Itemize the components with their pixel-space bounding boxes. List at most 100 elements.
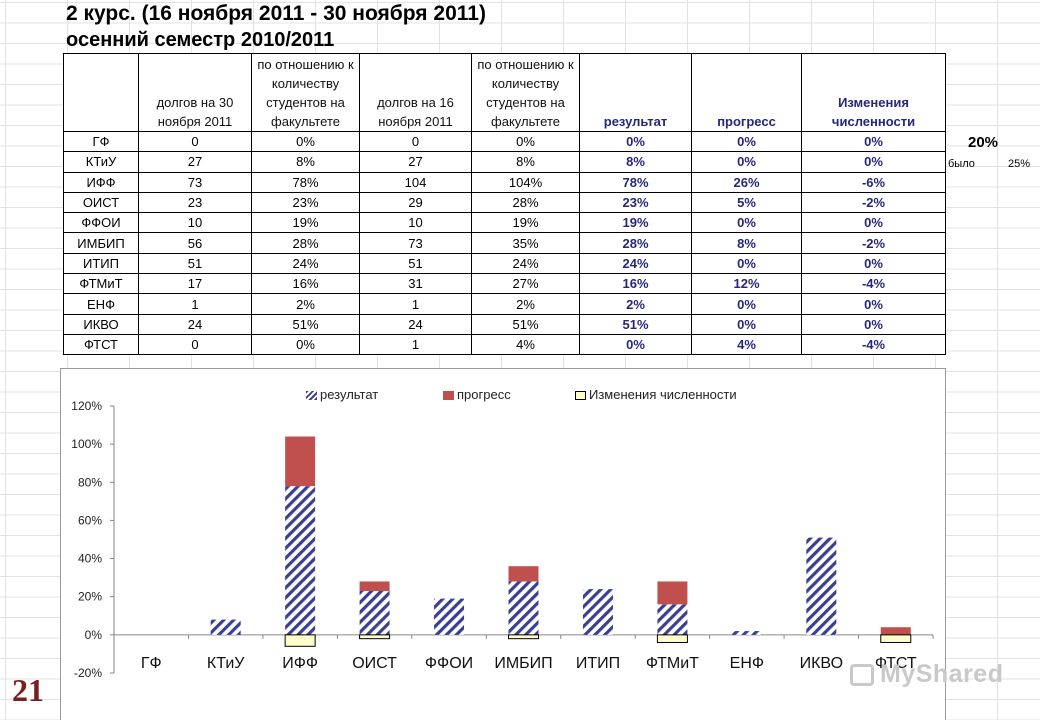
bar-progress <box>657 581 688 605</box>
table-cell: 24 <box>359 313 472 335</box>
table-header-row: долгов на 30 ноября 2011 по отношению к … <box>63 53 946 132</box>
legend-result-label: результат <box>320 387 379 402</box>
table-cell: 24 <box>138 313 252 335</box>
legend-progress: прогресс <box>443 387 511 402</box>
table-cell: 23% <box>579 191 692 214</box>
y-tick-label: 120% <box>71 399 102 413</box>
bar-result <box>508 581 539 635</box>
y-tick-label: 20% <box>78 590 102 604</box>
bar-progress <box>285 436 316 487</box>
side-percent: 20% <box>968 134 999 151</box>
legend-change: Изменения численности <box>575 387 737 402</box>
table-cell: 19% <box>471 212 580 234</box>
table-cell: 35% <box>471 232 580 254</box>
table-cell: 0% <box>691 313 802 335</box>
table-row: ГФ 0 0% 0 0% 0% 0% 0% <box>63 130 946 153</box>
col-header: долгов на 30 ноября 2011 <box>138 53 252 132</box>
col-header: Изменения численности <box>801 53 946 132</box>
watermark-text: MyShared <box>880 660 1004 688</box>
legend-change-label: Изменения численности <box>589 387 737 402</box>
bar-change <box>359 634 391 640</box>
table-cell: 2% <box>251 293 360 315</box>
col-header: долгов на 16 ноября 2011 <box>359 53 472 132</box>
x-category-label: ФТМиТ <box>646 655 699 672</box>
table-body: ГФ 0 0% 0 0% 0% 0% 0% КТиУ 27 8% 27 8% 8% 0% 0% ИФФ 73 78%… <box>63 130 946 356</box>
x-category-label: ИКВО <box>800 655 843 672</box>
page-title: 2 курс. (16 ноября 2011 - 30 ноября 2011… <box>66 2 486 25</box>
legend-progress-label: прогресс <box>457 387 511 402</box>
table-row: ИТИП 51 24% 51 24% 24% 0% 0% <box>63 252 946 275</box>
watermark: MyShared <box>850 660 1003 689</box>
chart-area <box>60 368 946 720</box>
table-cell: 8% <box>251 151 360 173</box>
table-row: ФТСТ 0 0% 1 4% 0% 4% -4% <box>63 333 946 356</box>
faculty-name-cell: ИМБИП <box>63 232 139 254</box>
faculty-name-cell: ИТИП <box>63 252 139 275</box>
table-row: КТиУ 27 8% 27 8% 8% 0% 0% <box>63 151 946 173</box>
col-header: результат <box>579 53 692 132</box>
table-cell: 0% <box>801 313 946 335</box>
table-cell: 0% <box>251 130 360 153</box>
table-cell: 17 <box>138 273 252 295</box>
table-cell: 24% <box>251 252 360 275</box>
bar-change <box>656 634 688 643</box>
bar-result <box>210 619 241 635</box>
watermark-icon <box>850 664 874 687</box>
table-cell: 28% <box>251 232 360 254</box>
bar-result <box>731 631 762 635</box>
y-tick-label: 40% <box>78 552 102 566</box>
x-category-label: ОИСТ <box>352 655 397 672</box>
x-category-label: ИФФ <box>282 655 318 672</box>
page-subtitle: осенний семестр 2010/2011 <box>66 29 335 51</box>
y-tick-label: 100% <box>71 437 102 451</box>
faculty-name-cell: ОИСТ <box>63 191 139 214</box>
side-label: было <box>948 158 975 170</box>
col-header: прогресс <box>691 53 802 132</box>
faculty-name-cell: ФФОИ <box>63 212 139 234</box>
table-cell: 51% <box>251 313 360 335</box>
y-tick-label: -20% <box>74 666 102 680</box>
bar-change <box>284 634 316 647</box>
table-cell: -2% <box>801 232 946 254</box>
x-category-label: ИТИП <box>576 655 620 672</box>
table-cell: 0% <box>801 293 946 315</box>
bar-result <box>285 486 316 635</box>
table-cell: 0% <box>579 333 692 356</box>
table-cell: 4% <box>691 333 802 356</box>
bar-result <box>434 598 465 635</box>
table-cell: 0% <box>251 333 360 356</box>
bar-progress <box>880 627 911 635</box>
table-cell: 2% <box>579 293 692 315</box>
table-cell: -4% <box>801 333 946 356</box>
bar-result <box>359 590 390 635</box>
x-category-label: ФТСТ <box>875 655 917 672</box>
slide-number: 21 <box>12 672 44 708</box>
legend-change-swatch <box>575 391 586 401</box>
table-cell: 26% <box>691 171 802 193</box>
x-category-label: ФФОИ <box>425 655 473 672</box>
debts-table: долгов на 30 ноября 2011 по отношению к … <box>63 53 946 356</box>
table-cell: 0% <box>691 130 802 153</box>
y-tick-label: 0% <box>85 628 103 642</box>
col-header: по отношению к количеству студентов на ф… <box>251 53 360 132</box>
bar-result <box>657 604 688 635</box>
legend-progress-swatch <box>443 391 454 401</box>
bar-progress <box>508 566 539 582</box>
table-row: ИМБИП 56 28% 73 35% 28% 8% -2% <box>63 232 946 254</box>
x-category-label: ГФ <box>141 655 162 672</box>
table-row: ИКВО 24 51% 24 51% 51% 0% 0% <box>63 313 946 335</box>
table-cell: 10 <box>359 212 472 234</box>
bar-result <box>582 589 613 635</box>
table-cell: 10 <box>138 212 252 234</box>
y-tick-label: 80% <box>78 475 102 489</box>
bar-progress <box>359 581 390 591</box>
bar-result <box>806 537 837 635</box>
x-category-label: ЕНФ <box>730 655 764 672</box>
side-value: 25% <box>1008 158 1031 170</box>
legend-result-swatch <box>306 391 317 401</box>
table-cell: 0 <box>138 333 252 356</box>
table-cell: 0% <box>801 151 946 173</box>
x-category-label: КТиУ <box>207 655 245 672</box>
y-tick-label: 60% <box>78 513 102 527</box>
